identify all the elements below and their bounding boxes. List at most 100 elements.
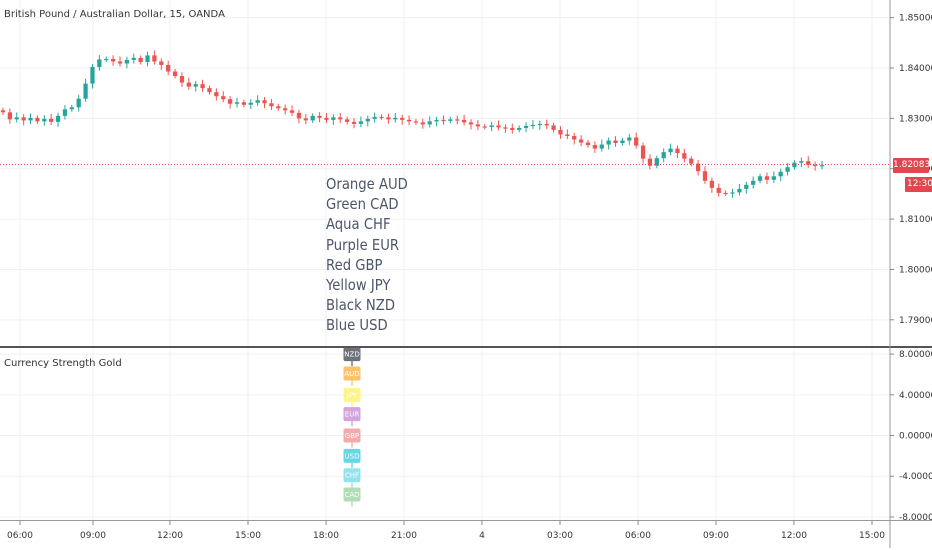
strength-tag-aud (343, 366, 361, 381)
candle-body (702, 171, 708, 181)
candle-body (49, 118, 54, 122)
candle-body (475, 124, 481, 127)
indicator-title[interactable]: Currency Strength Gold (4, 358, 122, 369)
candle-body (35, 117, 40, 122)
candle-body (351, 121, 357, 124)
candle-body (640, 145, 646, 159)
candle-body (757, 176, 763, 181)
legend-item-gbp: Red GBP (326, 255, 383, 274)
strength-tag-label: GBP (345, 432, 359, 440)
price-tick-label: 1.80000 (899, 265, 932, 275)
candle-body (634, 137, 639, 146)
candle-body (172, 71, 178, 77)
candle-body (778, 171, 783, 177)
candle-body (654, 158, 659, 166)
candle-body (468, 122, 474, 125)
candle-body (585, 142, 591, 146)
candle-body (592, 145, 598, 149)
candle-body (764, 176, 770, 180)
time-tick-label: 12:00 (781, 531, 807, 541)
legend-item-eur: Purple EUR (326, 235, 400, 254)
candle-body (503, 127, 508, 129)
candle-body (393, 117, 398, 120)
candle-body (544, 123, 549, 126)
candle-body (379, 116, 384, 119)
candle-body (283, 108, 288, 111)
candle-body (166, 64, 171, 72)
candle-body (152, 55, 157, 62)
candle-body (179, 76, 185, 83)
candles (0, 50, 890, 198)
candle-body (262, 100, 267, 104)
candle-body (248, 102, 253, 105)
strength-tag-label: JPY (346, 391, 358, 399)
candle-body (716, 187, 721, 193)
candle-body (145, 55, 150, 62)
last-price-badge: 1.82083 (893, 158, 930, 173)
candle-body (110, 58, 116, 62)
candle-body (193, 84, 198, 87)
symbol-title[interactable]: British Pound / Australian Dollar, 15, O… (4, 9, 225, 20)
candle-body (730, 192, 735, 194)
candle-body (819, 165, 825, 167)
candle-body (537, 123, 542, 126)
strength-markers: NZD AUD JPY EUR GBP USD CHF CAD (343, 347, 361, 507)
candle-body (303, 118, 308, 121)
candle-body (565, 134, 570, 136)
candle-body (386, 117, 391, 120)
price-tick-label: 1.85000 (899, 14, 932, 24)
candle-body (806, 161, 811, 165)
time-tick-label: 15:00 (235, 531, 261, 541)
candle-body (572, 135, 577, 140)
candle-body (771, 176, 776, 180)
candle-body (338, 117, 343, 120)
candle-body (186, 82, 191, 87)
legend-item-cad: Green CAD (326, 195, 399, 214)
candle-body (482, 126, 487, 128)
candle-body (138, 57, 143, 62)
candle-body (689, 158, 694, 164)
legend-item-chf: Aqua CHF (326, 215, 391, 234)
candle-body (647, 158, 653, 166)
time-tick-label: 12:00 (157, 531, 183, 541)
candle-body (799, 161, 804, 163)
strength-tag-label: EUR (345, 411, 360, 419)
candle-body (489, 125, 494, 127)
candle-body (413, 121, 419, 123)
candle-body (737, 188, 742, 193)
strength-tag-label: AUD (344, 370, 359, 378)
candle-body (695, 163, 701, 172)
candle-body (523, 125, 529, 128)
candle-body (317, 115, 322, 118)
time-tick-label: 18:00 (313, 531, 339, 541)
candle-body (682, 153, 687, 159)
strength-tag-jpy (343, 387, 361, 402)
time-axis[interactable]: 06:00 09:00 12:00 15:00 18:00 21:00 4 03:00 06:0… (7, 521, 885, 541)
candle-body (661, 152, 666, 159)
strength-tag-label: NZD (344, 351, 359, 359)
time-tick-label: 15:00 (859, 531, 885, 541)
candle-body (62, 109, 68, 116)
legend-item-nzd: Black NZD (326, 296, 395, 315)
candle-body (69, 107, 74, 110)
candle-body (255, 100, 260, 103)
candle-body (578, 139, 584, 143)
candle-body (496, 125, 501, 128)
candle-body (269, 103, 274, 107)
candle-body (365, 118, 370, 122)
candle-body (90, 66, 95, 84)
candle-body (510, 127, 515, 130)
candle-body (455, 119, 460, 121)
candle-body (558, 129, 563, 135)
candle-body (117, 61, 123, 64)
candle-body (613, 140, 618, 144)
candle-body (427, 121, 432, 125)
strength-tag-cad (343, 487, 361, 502)
candle-body (7, 112, 13, 120)
legend-item-aud: Orange AUD (326, 175, 408, 193)
candle-body (14, 117, 19, 120)
